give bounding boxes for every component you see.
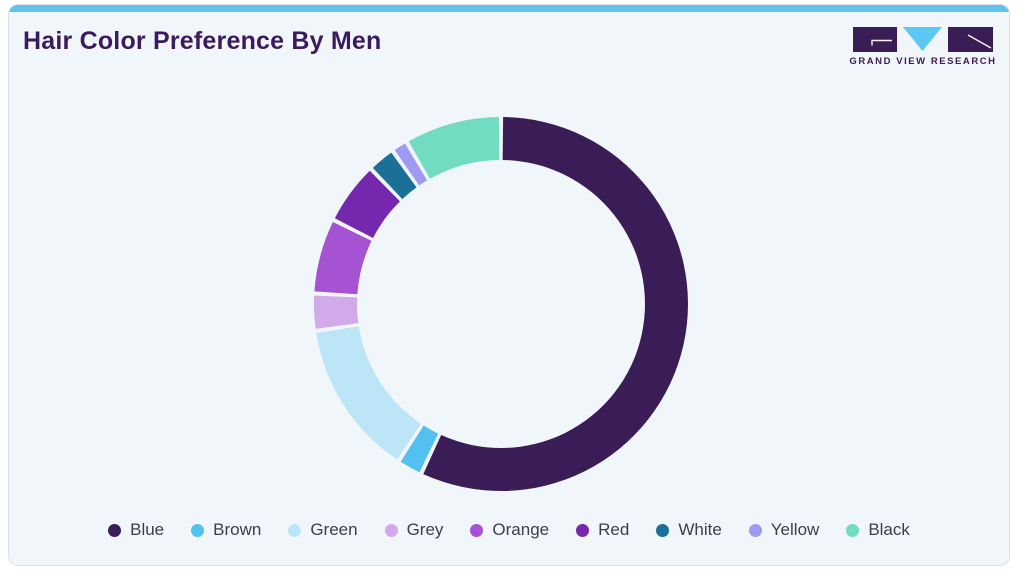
logo-v-mark-icon xyxy=(903,27,942,51)
donut-segment-orange[interactable] xyxy=(314,222,372,295)
legend-swatch-orange-icon xyxy=(470,523,484,537)
legend-item-black[interactable]: Black xyxy=(846,520,910,540)
legend-item-brown[interactable]: Brown xyxy=(191,520,261,540)
donut-segment-white[interactable] xyxy=(372,152,417,200)
legend-label: Red xyxy=(598,520,630,539)
legend-item-orange[interactable]: Orange xyxy=(470,520,549,540)
legend-swatch-red-icon xyxy=(576,523,590,537)
donut-segment-black[interactable] xyxy=(408,117,500,179)
logo-r-mark-icon xyxy=(948,27,993,52)
donut-segment-blue[interactable] xyxy=(423,117,688,492)
donut-segment-grey[interactable] xyxy=(314,295,359,329)
donut-segment-red[interactable] xyxy=(334,170,400,238)
legend-label: Orange xyxy=(492,520,550,539)
gvr-logo: GRAND VIEW RESEARCH xyxy=(849,27,997,67)
legend-label: Green xyxy=(310,520,358,539)
legend-label: White xyxy=(678,520,722,539)
gvr-logo-marks xyxy=(853,27,993,52)
legend-swatch-blue-icon xyxy=(108,523,122,537)
card-top-accent-bar xyxy=(9,5,1009,12)
legend-swatch-yellow-icon xyxy=(748,523,762,537)
chart-card: Hair Color Preference By Men GRAND VIEW … xyxy=(8,4,1010,566)
legend-item-blue[interactable]: Blue xyxy=(108,520,164,540)
legend-swatch-brown-icon xyxy=(191,523,205,537)
legend-item-grey[interactable]: Grey xyxy=(384,520,444,540)
donut-segment-yellow[interactable] xyxy=(394,143,428,186)
donut-segment-brown[interactable] xyxy=(400,425,439,473)
chart-title: Hair Color Preference By Men xyxy=(23,27,382,55)
legend-swatch-grey-icon xyxy=(384,523,398,537)
legend-swatch-black-icon xyxy=(846,523,860,537)
legend-swatch-green-icon xyxy=(288,523,302,537)
legend-label: Black xyxy=(868,520,910,539)
chart-legend: Blue Brown Green Grey Orange Red White Yellow Bl… xyxy=(9,520,1009,540)
legend-item-yellow[interactable]: Yellow xyxy=(748,520,820,540)
logo-wordmark: GRAND VIEW RESEARCH xyxy=(849,56,997,67)
donut-chart xyxy=(314,117,688,492)
donut-segment-green[interactable] xyxy=(316,326,421,460)
legend-item-white[interactable]: White xyxy=(656,520,722,540)
legend-swatch-white-icon xyxy=(656,523,670,537)
legend-label: Blue xyxy=(130,520,165,539)
logo-g-mark-icon xyxy=(853,27,897,52)
legend-label: Grey xyxy=(406,520,444,539)
legend-label: Yellow xyxy=(770,520,820,539)
legend-item-red[interactable]: Red xyxy=(576,520,629,540)
legend-label: Brown xyxy=(213,520,262,539)
legend-item-green[interactable]: Green xyxy=(288,520,358,540)
